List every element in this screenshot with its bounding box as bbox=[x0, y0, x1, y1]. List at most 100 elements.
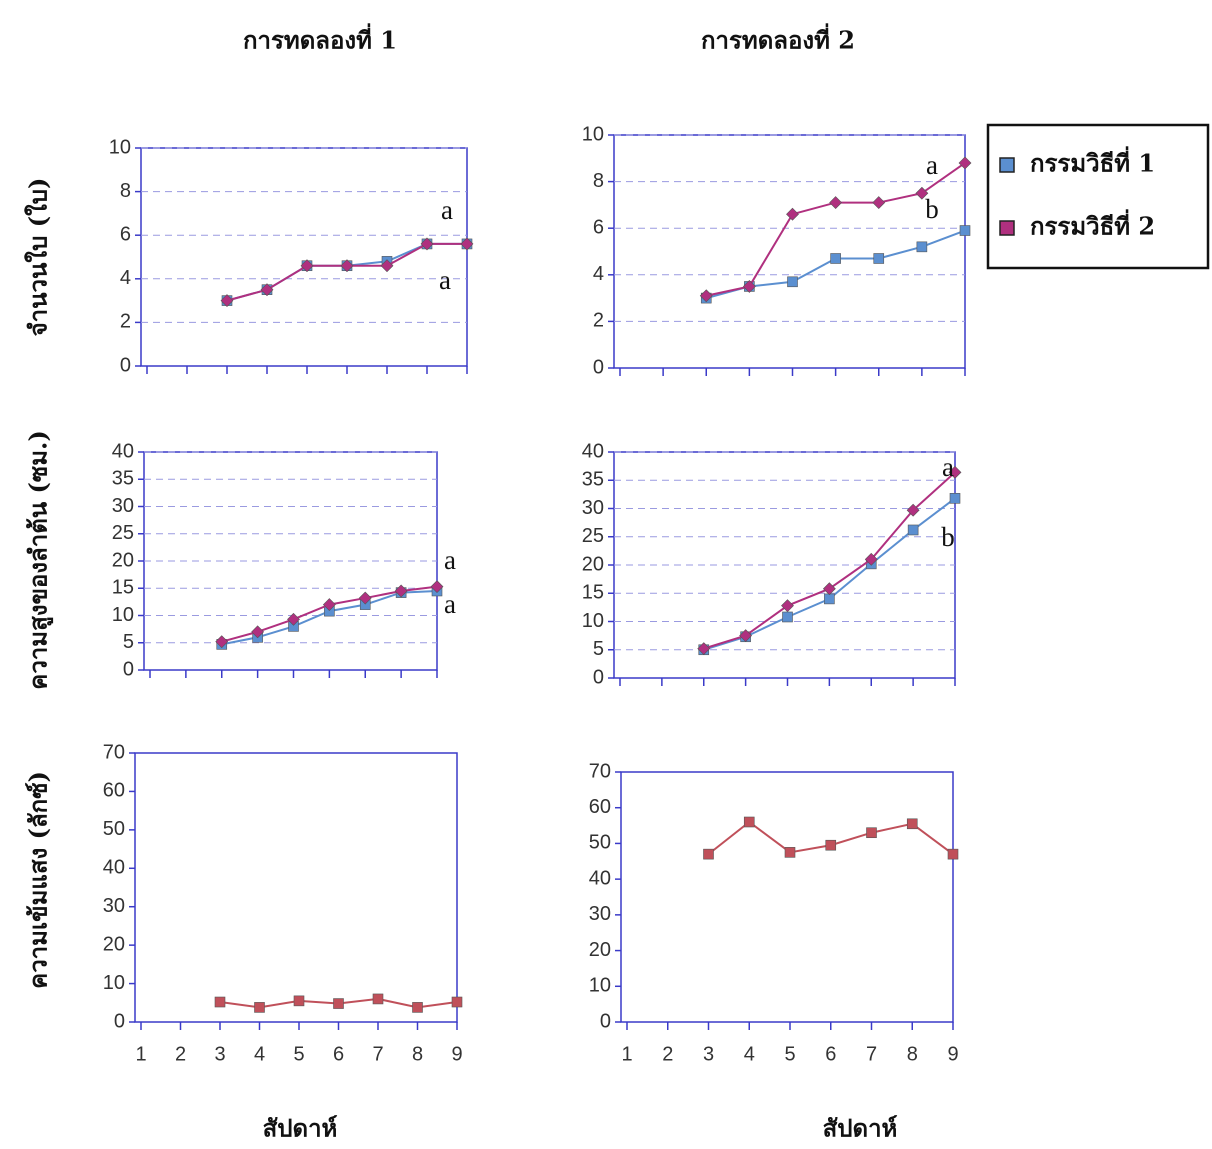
point bbox=[785, 847, 795, 857]
x-axis-label: สัปดาห์ bbox=[263, 1114, 338, 1143]
annotation: a bbox=[439, 265, 451, 295]
point bbox=[830, 197, 842, 209]
y-tick-label: 2 bbox=[120, 311, 131, 333]
y-tick-label: 20 bbox=[112, 549, 134, 571]
y-tick-label: 40 bbox=[112, 440, 134, 462]
x-tick-label: 3 bbox=[214, 1043, 225, 1065]
y-tick-label: 2 bbox=[593, 310, 604, 332]
y-tick-label: 10 bbox=[103, 972, 125, 994]
y-tick-label: 30 bbox=[582, 497, 604, 519]
y-tick-label: 20 bbox=[582, 553, 604, 575]
x-tick-label: 2 bbox=[175, 1043, 186, 1065]
y-tick-label: 0 bbox=[120, 354, 131, 376]
point bbox=[413, 1002, 423, 1012]
legend-box bbox=[988, 125, 1208, 268]
y-tick-label: 0 bbox=[593, 356, 604, 378]
x-tick-label: 4 bbox=[744, 1043, 755, 1065]
y-tick-label: 30 bbox=[103, 895, 125, 917]
y-tick-label: 6 bbox=[120, 223, 131, 245]
x-tick-label: 1 bbox=[135, 1043, 146, 1065]
x-tick-label: 1 bbox=[621, 1043, 632, 1065]
point bbox=[948, 849, 958, 859]
annotation: a bbox=[444, 545, 456, 575]
y-tick-label: 0 bbox=[593, 666, 604, 688]
y-tick-label: 10 bbox=[582, 610, 604, 632]
x-axis-label: สัปดาห์ bbox=[823, 1114, 898, 1143]
y-tick-label: 10 bbox=[112, 604, 134, 626]
point bbox=[959, 157, 971, 169]
annotation: a bbox=[926, 150, 938, 180]
y-tick-label: 4 bbox=[120, 267, 131, 289]
point bbox=[826, 840, 836, 850]
y-axis-label: ความเข้มแสง (ลักซ์) bbox=[24, 771, 53, 989]
plot-frame bbox=[135, 753, 457, 1022]
point bbox=[831, 253, 841, 263]
point bbox=[788, 277, 798, 287]
y-tick-label: 50 bbox=[103, 818, 125, 840]
y-tick-label: 40 bbox=[582, 440, 604, 462]
y-tick-label: 30 bbox=[589, 903, 611, 925]
annotation: b bbox=[925, 194, 939, 224]
annotation: a bbox=[441, 195, 453, 225]
point bbox=[294, 996, 304, 1006]
y-tick-label: 5 bbox=[123, 631, 134, 653]
x-tick-label: 5 bbox=[293, 1043, 304, 1065]
x-tick-label: 7 bbox=[372, 1043, 383, 1065]
y-tick-label: 8 bbox=[120, 180, 131, 202]
y-axis-label: จำนวนใบ (ใบ) bbox=[24, 178, 53, 337]
point bbox=[783, 612, 793, 622]
plot-frame bbox=[621, 772, 953, 1022]
y-tick-label: 10 bbox=[582, 123, 604, 145]
y-tick-label: 25 bbox=[112, 522, 134, 544]
y-tick-label: 70 bbox=[589, 760, 611, 782]
y-tick-label: 6 bbox=[593, 216, 604, 238]
point bbox=[452, 997, 462, 1007]
x-tick-label: 7 bbox=[866, 1043, 877, 1065]
y-tick-label: 30 bbox=[112, 495, 134, 517]
x-tick-label: 4 bbox=[254, 1043, 265, 1065]
y-tick-label: 25 bbox=[582, 525, 604, 547]
y-tick-label: 0 bbox=[600, 1010, 611, 1032]
y-tick-label: 15 bbox=[112, 577, 134, 599]
point bbox=[874, 253, 884, 263]
y-tick-label: 40 bbox=[103, 857, 125, 879]
point bbox=[744, 817, 754, 827]
column-title: การทดลองที่ 1 bbox=[243, 23, 397, 55]
y-tick-label: 20 bbox=[589, 939, 611, 961]
point bbox=[704, 849, 714, 859]
y-tick-label: 20 bbox=[103, 933, 125, 955]
point bbox=[917, 242, 927, 252]
legend-label: กรรมวิธีที่ 1 bbox=[1030, 146, 1155, 178]
y-tick-label: 60 bbox=[103, 780, 125, 802]
point bbox=[873, 197, 885, 209]
y-tick-label: 70 bbox=[103, 741, 125, 763]
legend-swatch bbox=[1000, 221, 1014, 235]
point bbox=[255, 1002, 265, 1012]
annotation: b bbox=[941, 522, 955, 552]
y-tick-label: 60 bbox=[589, 796, 611, 818]
y-tick-label: 5 bbox=[593, 638, 604, 660]
y-tick-label: 4 bbox=[593, 263, 604, 285]
figure: 0246810การทดลองที่ 1จำนวนใบ (ใบ)aa024681… bbox=[0, 0, 1212, 1149]
point bbox=[334, 999, 344, 1009]
x-tick-label: 2 bbox=[662, 1043, 673, 1065]
series-line bbox=[704, 498, 955, 649]
column-title: การทดลองที่ 2 bbox=[701, 23, 855, 55]
y-tick-label: 8 bbox=[593, 170, 604, 192]
y-tick-label: 40 bbox=[589, 867, 611, 889]
legend-swatch bbox=[1000, 158, 1014, 172]
point bbox=[950, 493, 960, 503]
y-tick-label: 10 bbox=[109, 136, 131, 158]
x-tick-label: 8 bbox=[412, 1043, 423, 1065]
point bbox=[824, 594, 834, 604]
series-line bbox=[706, 163, 965, 296]
y-tick-label: 35 bbox=[112, 468, 134, 490]
y-tick-label: 0 bbox=[123, 658, 134, 680]
series-line bbox=[704, 472, 955, 648]
y-tick-label: 50 bbox=[589, 832, 611, 854]
plot-frame bbox=[141, 148, 467, 366]
legend-label: กรรมวิธีที่ 2 bbox=[1030, 209, 1155, 241]
point bbox=[373, 994, 383, 1004]
point bbox=[787, 208, 799, 220]
y-axis-label: ความสูงของลำต้น (ซม.) bbox=[24, 430, 54, 689]
